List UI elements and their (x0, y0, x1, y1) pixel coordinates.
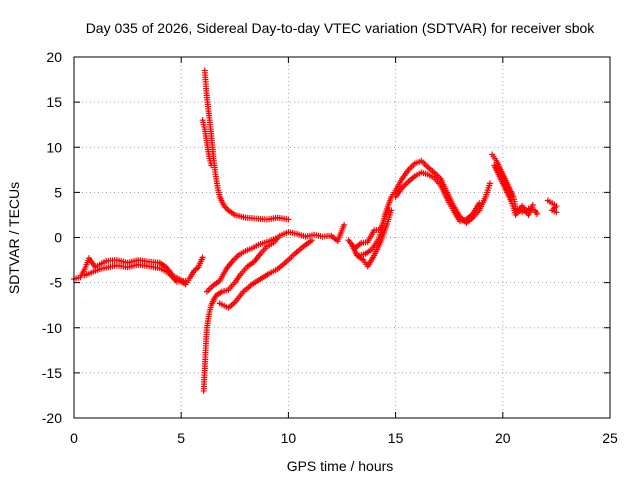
series-arc-3c (216, 237, 315, 311)
series-arc-2 (201, 67, 292, 223)
y-tick-label: -15 (42, 365, 62, 381)
data-point (182, 277, 189, 284)
y-tick-label: -20 (42, 410, 62, 426)
data-point (272, 235, 279, 242)
x-tick-label: 25 (602, 430, 618, 446)
data-point (388, 207, 395, 214)
y-tick-label: 15 (46, 94, 62, 110)
chart-title: Day 035 of 2026, Sidereal Day-to-day VTE… (86, 20, 596, 36)
y-axis-label: SDTVAR / TECUs (6, 182, 22, 294)
series-arc-4b (356, 222, 386, 259)
y-tick-label: 20 (46, 49, 62, 65)
data-point (476, 200, 483, 207)
y-tick-labels: -20 -15 -10 -5 0 5 10 15 20 (42, 49, 62, 426)
data-point (529, 202, 536, 209)
series-arc-6b (491, 162, 536, 218)
plot-frame (73, 56, 611, 419)
series-arc-4c (349, 207, 395, 270)
x-tick-label: 5 (177, 430, 185, 446)
y-tick-label: -5 (50, 275, 63, 291)
data-point (208, 162, 215, 169)
data-point (199, 254, 206, 261)
series-arc-3b (203, 235, 279, 295)
x-tick-label: 10 (281, 430, 297, 446)
data-point (308, 237, 315, 244)
y-tick-label: 0 (54, 230, 62, 246)
x-tick-label: 15 (388, 430, 404, 446)
series-arc-5b (392, 169, 483, 225)
data-point (486, 180, 493, 187)
data-point (534, 211, 541, 218)
data-points (71, 67, 560, 394)
x-axis-label: GPS time / hours (287, 458, 394, 474)
series-arc-7 (544, 197, 560, 216)
y-tick-label: 5 (54, 184, 62, 200)
data-point (553, 209, 560, 216)
series-arc-3 (200, 221, 348, 394)
y-tick-label: -10 (42, 320, 62, 336)
x-tick-label: 20 (495, 430, 511, 446)
series-arc-1b (81, 261, 189, 285)
x-tick-labels: 0 5 10 15 20 25 (70, 430, 618, 446)
y-tick-label: 10 (46, 139, 62, 155)
series-arc-2b (199, 117, 215, 169)
data-point (341, 221, 348, 228)
data-point (285, 216, 292, 223)
x-tick-label: 0 (70, 430, 78, 446)
